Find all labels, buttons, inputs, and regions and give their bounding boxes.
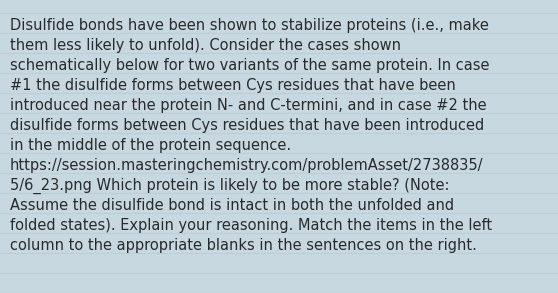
Text: https://session.masteringchemistry.com/problemAsset/2738835/: https://session.masteringchemistry.com/p… bbox=[10, 158, 483, 173]
Text: column to the appropriate blanks in the sentences on the right.: column to the appropriate blanks in the … bbox=[10, 238, 477, 253]
Text: in the middle of the protein sequence.: in the middle of the protein sequence. bbox=[10, 138, 291, 153]
Text: schematically below for two variants of the same protein. In case: schematically below for two variants of … bbox=[10, 58, 489, 73]
Text: folded states). Explain your reasoning. Match the items in the left: folded states). Explain your reasoning. … bbox=[10, 218, 492, 233]
Text: #1 the disulfide forms between Cys residues that have been: #1 the disulfide forms between Cys resid… bbox=[10, 78, 456, 93]
Text: 5/6_23.png Which protein is likely to be more stable? (Note:: 5/6_23.png Which protein is likely to be… bbox=[10, 178, 450, 194]
Text: Assume the disulfide bond is intact in both the unfolded and: Assume the disulfide bond is intact in b… bbox=[10, 198, 454, 213]
Text: Disulfide bonds have been shown to stabilize proteins (i.e., make: Disulfide bonds have been shown to stabi… bbox=[10, 18, 489, 33]
Text: introduced near the protein N- and C-termini, and in case #2 the: introduced near the protein N- and C-ter… bbox=[10, 98, 487, 113]
Text: them less likely to unfold). Consider the cases shown: them less likely to unfold). Consider th… bbox=[10, 38, 401, 53]
Text: disulfide forms between Cys residues that have been introduced: disulfide forms between Cys residues tha… bbox=[10, 118, 484, 133]
